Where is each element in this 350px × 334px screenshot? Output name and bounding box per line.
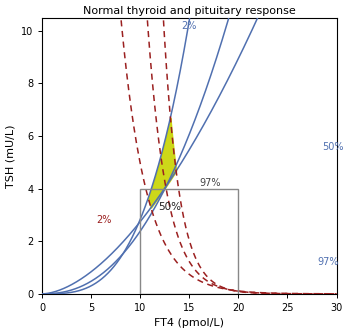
Text: 97%: 97% [199, 178, 221, 188]
Text: 97%: 97% [317, 257, 338, 267]
Text: 50%: 50% [158, 202, 181, 212]
Text: 2%: 2% [96, 215, 112, 225]
X-axis label: FT4 (pmol/L): FT4 (pmol/L) [154, 318, 224, 328]
Text: 50%: 50% [322, 142, 343, 152]
Bar [140, 189, 238, 294]
Title: Normal thyroid and pituitary response: Normal thyroid and pituitary response [83, 6, 296, 16]
Text: 2%: 2% [182, 21, 197, 31]
Y-axis label: TSH (mU/L): TSH (mU/L) [6, 124, 15, 188]
